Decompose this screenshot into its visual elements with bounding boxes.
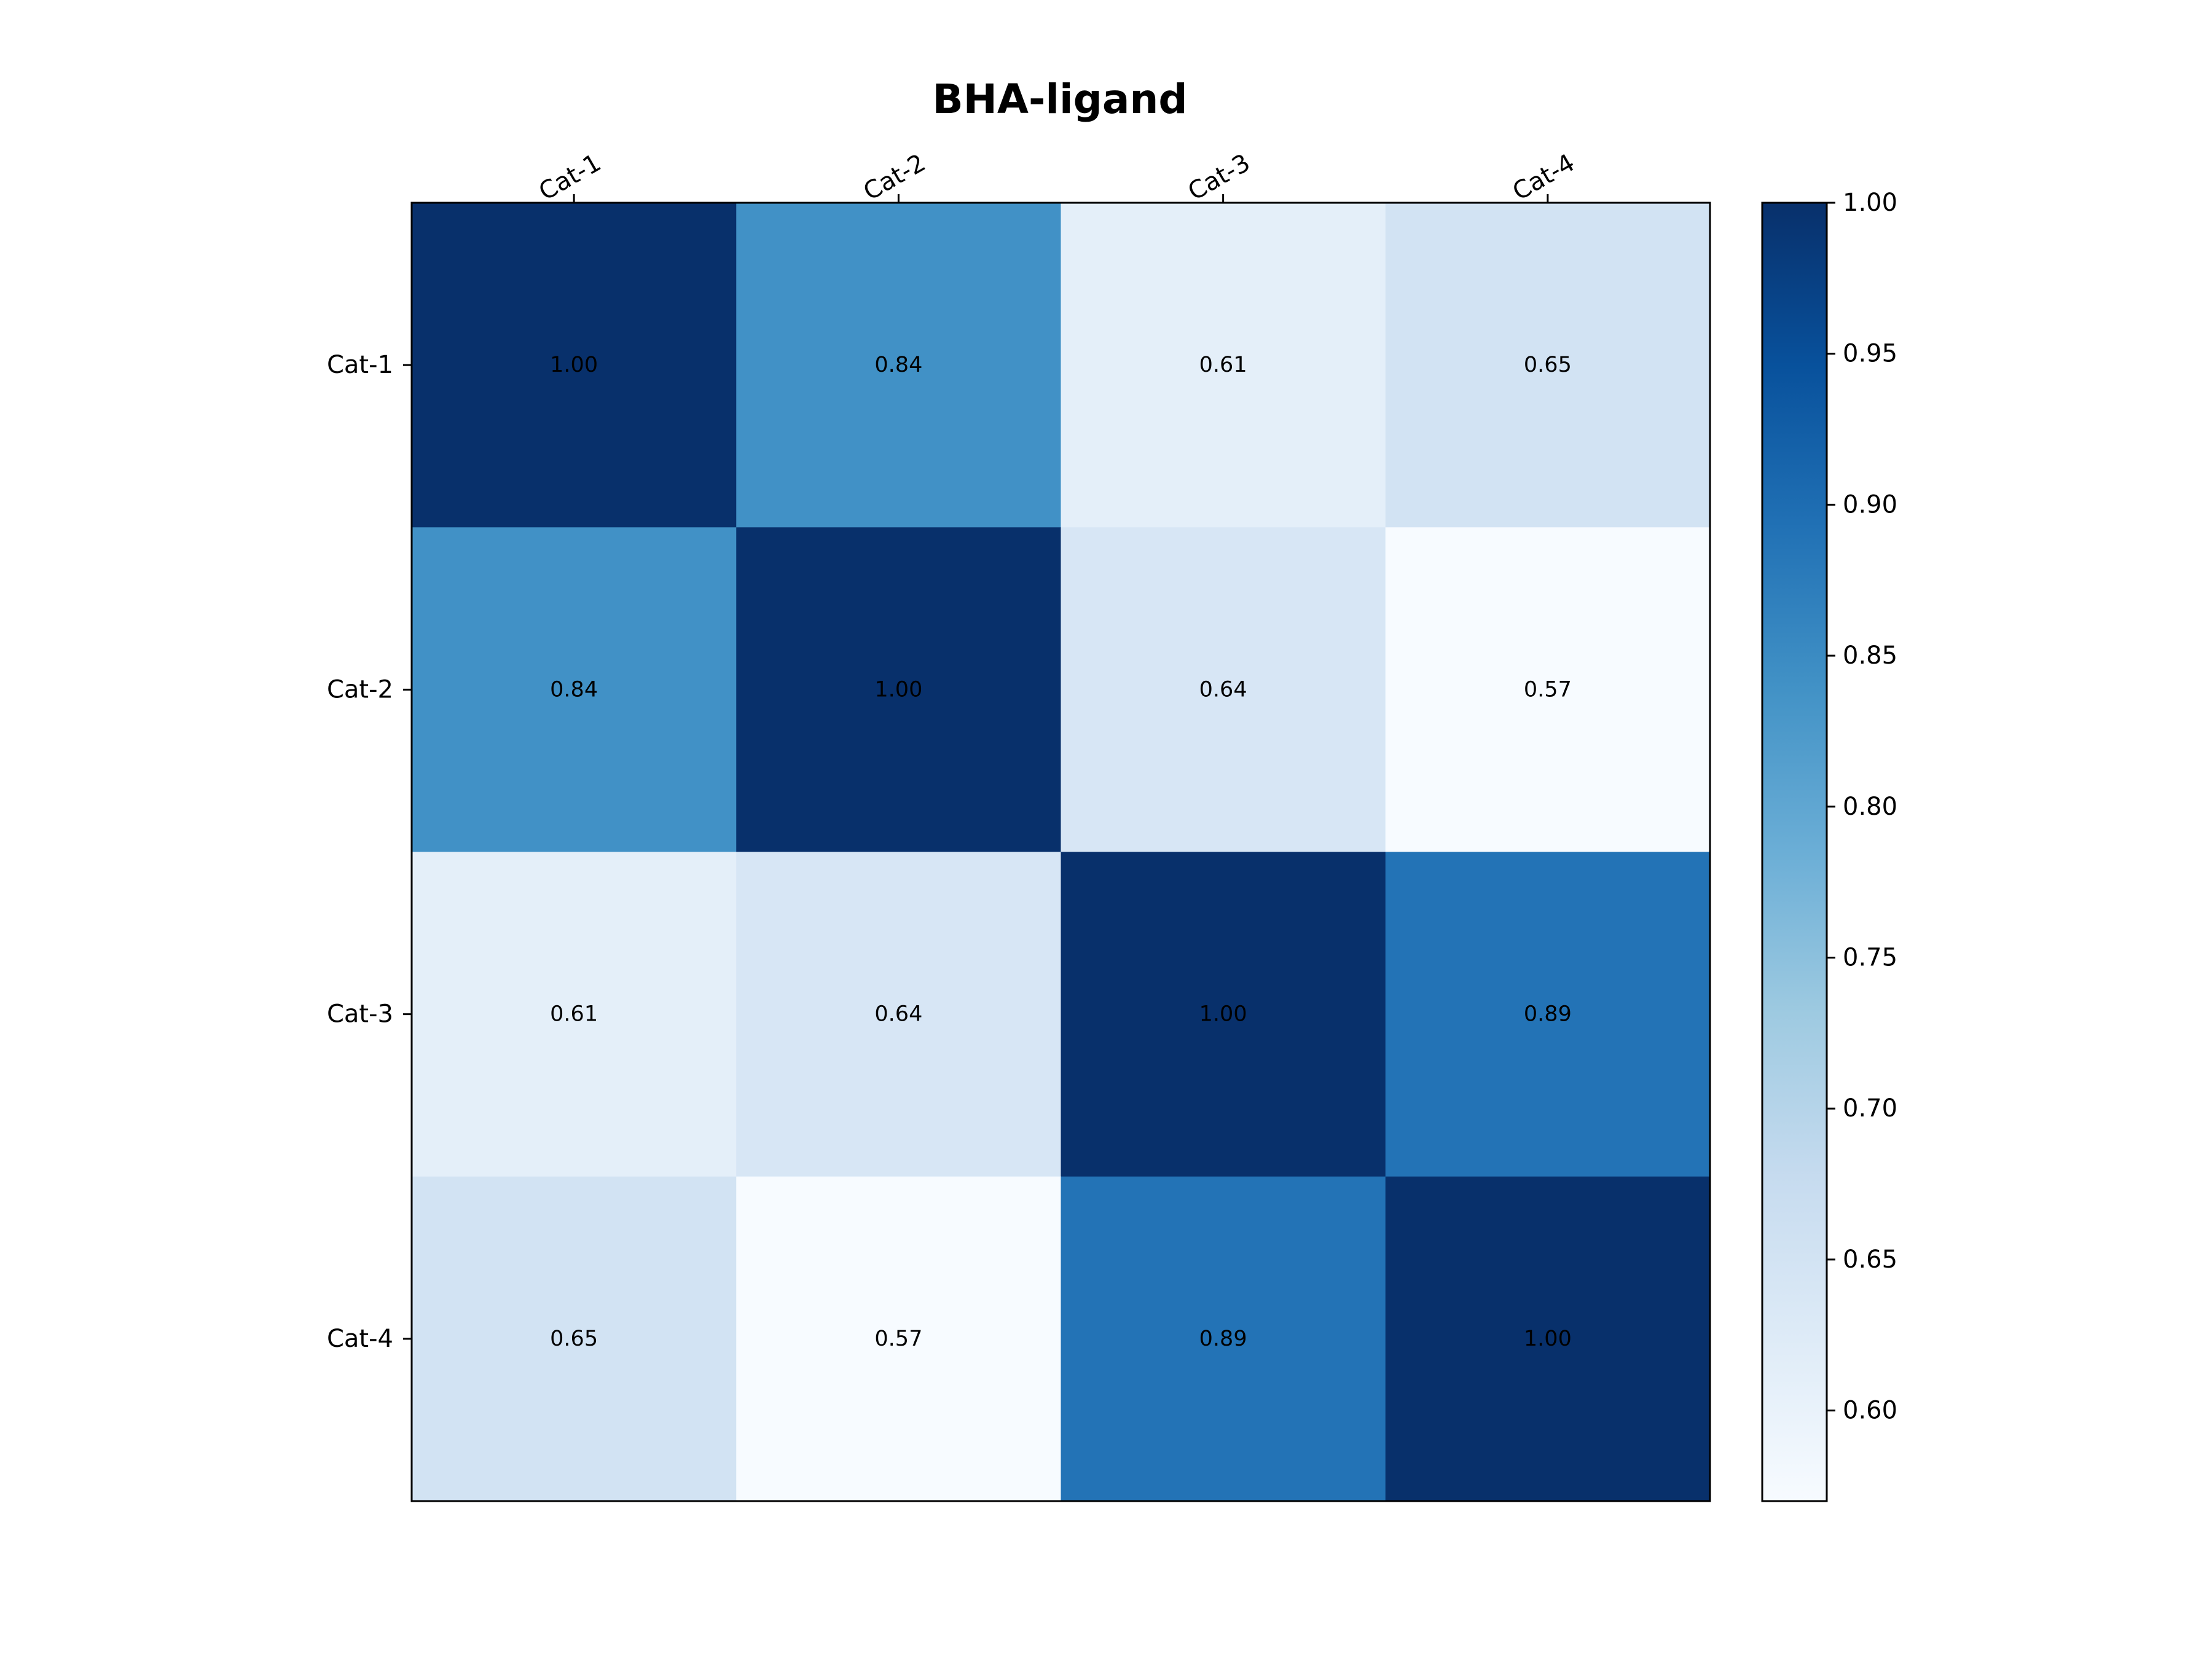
cell-value-label: 0.84 [550,677,598,702]
cell-value-label: 1.00 [550,353,598,377]
colorbar-tick-label: 0.85 [1843,641,1897,670]
cell-value-label: 0.64 [1199,677,1247,702]
heatmap-cell [1061,527,1386,852]
cell-value-label: 1.00 [1199,1002,1247,1027]
colorbar-tick-label: 0.60 [1843,1397,1897,1425]
cell-value-label: 0.84 [874,353,922,377]
cell-value-label: 0.57 [874,1327,922,1351]
colorbar-frame [1761,202,1828,1502]
heatmap-cell [1385,1176,1711,1502]
colorbar-tick-label: 0.65 [1843,1245,1897,1274]
heatmap-cell [736,852,1061,1177]
heatmap-cell [412,1176,737,1502]
heatmap-cell [1385,852,1711,1177]
colorbar-tick-label: 0.70 [1843,1094,1897,1123]
chart-title: BHA-ligand [932,76,1187,123]
cell-value-label: 1.00 [874,677,922,702]
colorbar-tick-label: 0.90 [1843,490,1897,519]
heatmap-cell [1061,203,1386,528]
x-axis: Cat-1 Cat-2 Cat-3 Cat-4 [534,149,1579,206]
colorbar [1762,203,1827,1501]
cell-value-label: 0.64 [874,1002,922,1027]
colorbar-tick-label: 1.00 [1843,189,1897,217]
x-tick-label: Cat-2 [859,149,931,206]
y-tick-label: Cat-3 [327,1000,393,1029]
cell-value-label: 0.65 [1524,353,1572,377]
heatmap-cell [412,527,737,852]
heatmap-cells [412,203,1711,1502]
y-tick-label: Cat-2 [327,675,393,704]
cell-value-label: 0.61 [1199,353,1247,377]
cell-value-label: 0.89 [1199,1327,1247,1351]
cell-value-label: 1.00 [1524,1327,1572,1351]
colorbar-tick-label: 0.75 [1843,943,1897,971]
heatmap-cell [412,203,737,528]
y-axis: Cat-1 Cat-2 Cat-3 Cat-4 [327,351,412,1353]
x-tick-label: Cat-1 [534,149,606,206]
y-tick-label: Cat-4 [327,1325,393,1353]
heatmap-cell [736,527,1061,852]
cell-value-label: 0.61 [550,1002,598,1027]
colorbar-tick-label: 0.95 [1843,340,1897,368]
x-tick-label: Cat-3 [1183,149,1255,206]
cell-value-label: 0.57 [1524,677,1572,702]
x-tick-label: Cat-4 [1508,149,1580,206]
heatmap-cell [1061,852,1386,1177]
cell-value-labels: 1.00 0.84 0.61 0.65 0.84 1.00 0.64 0.57 0.61 0.64… [550,353,1572,1351]
cell-value-label: 0.89 [1524,1002,1572,1027]
colorbar-axis: 0.60 0.65 0.70 0.75 0.80 0.85 0.90 0.95 1.00 [1827,189,1897,1425]
heatmap-cell [412,852,737,1177]
y-tick-label: Cat-1 [327,351,393,379]
heatmap-cell [1385,527,1711,852]
heatmap-cell [736,203,1061,528]
heatmap-cell [736,1176,1061,1502]
heatmap-cell [1061,1176,1386,1502]
plot-frame [410,202,1711,1502]
cell-value-label: 0.65 [550,1327,598,1351]
heatmap-cell [1385,203,1711,528]
colorbar-tick-label: 0.80 [1843,793,1897,821]
